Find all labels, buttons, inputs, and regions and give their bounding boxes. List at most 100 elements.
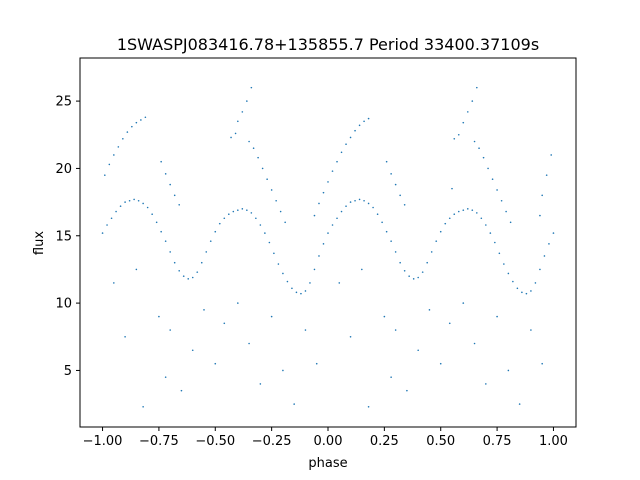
data-point	[327, 232, 329, 234]
data-point	[178, 269, 180, 272]
data-point	[322, 191, 325, 194]
data-point	[408, 275, 410, 277]
data-point	[417, 349, 419, 352]
data-point	[140, 119, 142, 121]
data-point	[545, 174, 548, 176]
data-point	[363, 199, 365, 202]
data-point	[338, 282, 341, 284]
data-point	[476, 212, 478, 214]
data-point	[394, 183, 397, 186]
data-point	[113, 154, 115, 156]
data-point	[505, 210, 507, 213]
data-point	[293, 403, 295, 405]
data-point	[173, 261, 176, 264]
data-point	[466, 111, 469, 113]
data-point	[304, 290, 307, 292]
data-point	[164, 376, 167, 378]
data-point	[144, 116, 147, 119]
data-point	[394, 251, 397, 253]
data-point	[270, 189, 273, 191]
data-point	[399, 261, 401, 264]
x-tick-label: −0.25	[252, 434, 292, 449]
data-point	[282, 369, 284, 372]
x-tick-label: 0.00	[314, 434, 343, 449]
data-point	[336, 160, 338, 163]
data-point	[541, 362, 543, 365]
data-point	[385, 230, 388, 233]
data-point	[164, 240, 167, 242]
x-tick-label: −1.00	[83, 434, 123, 449]
x-tick-label: 1.00	[539, 434, 568, 449]
data-point	[228, 213, 230, 216]
data-point	[358, 124, 361, 127]
data-point	[180, 389, 183, 392]
data-point	[209, 240, 212, 242]
data-point	[300, 292, 302, 295]
data-point	[124, 201, 126, 203]
data-point	[426, 261, 429, 264]
data-point	[113, 282, 115, 284]
y-tick-label: 25	[55, 95, 72, 110]
y-tick-label: 10	[55, 297, 72, 312]
y-tick-label: 20	[55, 162, 72, 177]
data-point	[399, 194, 401, 197]
data-point	[448, 217, 451, 220]
data-point	[471, 100, 474, 102]
data-point	[101, 232, 104, 234]
data-point	[444, 222, 447, 225]
data-points	[101, 86, 555, 408]
data-point	[417, 276, 419, 279]
data-point	[117, 146, 120, 148]
data-point	[252, 147, 255, 150]
data-point	[214, 362, 217, 365]
data-point	[234, 132, 237, 135]
data-point	[277, 263, 280, 265]
data-point	[507, 369, 510, 372]
data-point	[543, 255, 546, 257]
data-point	[345, 143, 347, 145]
data-point	[160, 230, 162, 233]
data-point	[349, 335, 352, 338]
data-point	[291, 287, 293, 290]
data-point	[286, 280, 289, 283]
data-point	[539, 214, 541, 217]
data-point	[232, 210, 235, 213]
data-point	[462, 302, 465, 304]
data-point	[124, 335, 126, 338]
data-point	[322, 243, 325, 245]
data-point	[507, 272, 510, 275]
data-point	[223, 217, 226, 220]
data-point	[191, 349, 194, 352]
data-point	[439, 362, 442, 365]
data-point	[367, 202, 370, 205]
data-point	[376, 213, 379, 216]
data-point	[104, 174, 106, 176]
data-point	[530, 329, 532, 331]
x-tick-label: −0.75	[139, 434, 179, 449]
data-point	[487, 167, 489, 170]
data-point	[462, 121, 465, 124]
y-axis-ticks: 5 10 15 20 25	[55, 95, 80, 379]
data-point	[403, 203, 406, 206]
data-point	[261, 167, 264, 170]
data-point	[541, 194, 543, 197]
data-point	[457, 210, 460, 213]
data-point	[246, 100, 248, 102]
data-point	[108, 163, 111, 166]
data-point	[473, 140, 476, 143]
data-point	[349, 201, 352, 203]
data-point	[106, 224, 108, 226]
data-point	[255, 217, 257, 220]
data-point	[336, 217, 338, 220]
data-point	[361, 268, 363, 271]
data-point	[284, 221, 286, 224]
data-point	[327, 181, 329, 183]
data-point	[142, 202, 144, 205]
data-point	[478, 147, 480, 150]
data-point	[273, 252, 275, 255]
data-point	[196, 271, 199, 273]
data-point	[453, 213, 456, 216]
data-point	[345, 205, 347, 207]
data-point	[241, 111, 244, 113]
